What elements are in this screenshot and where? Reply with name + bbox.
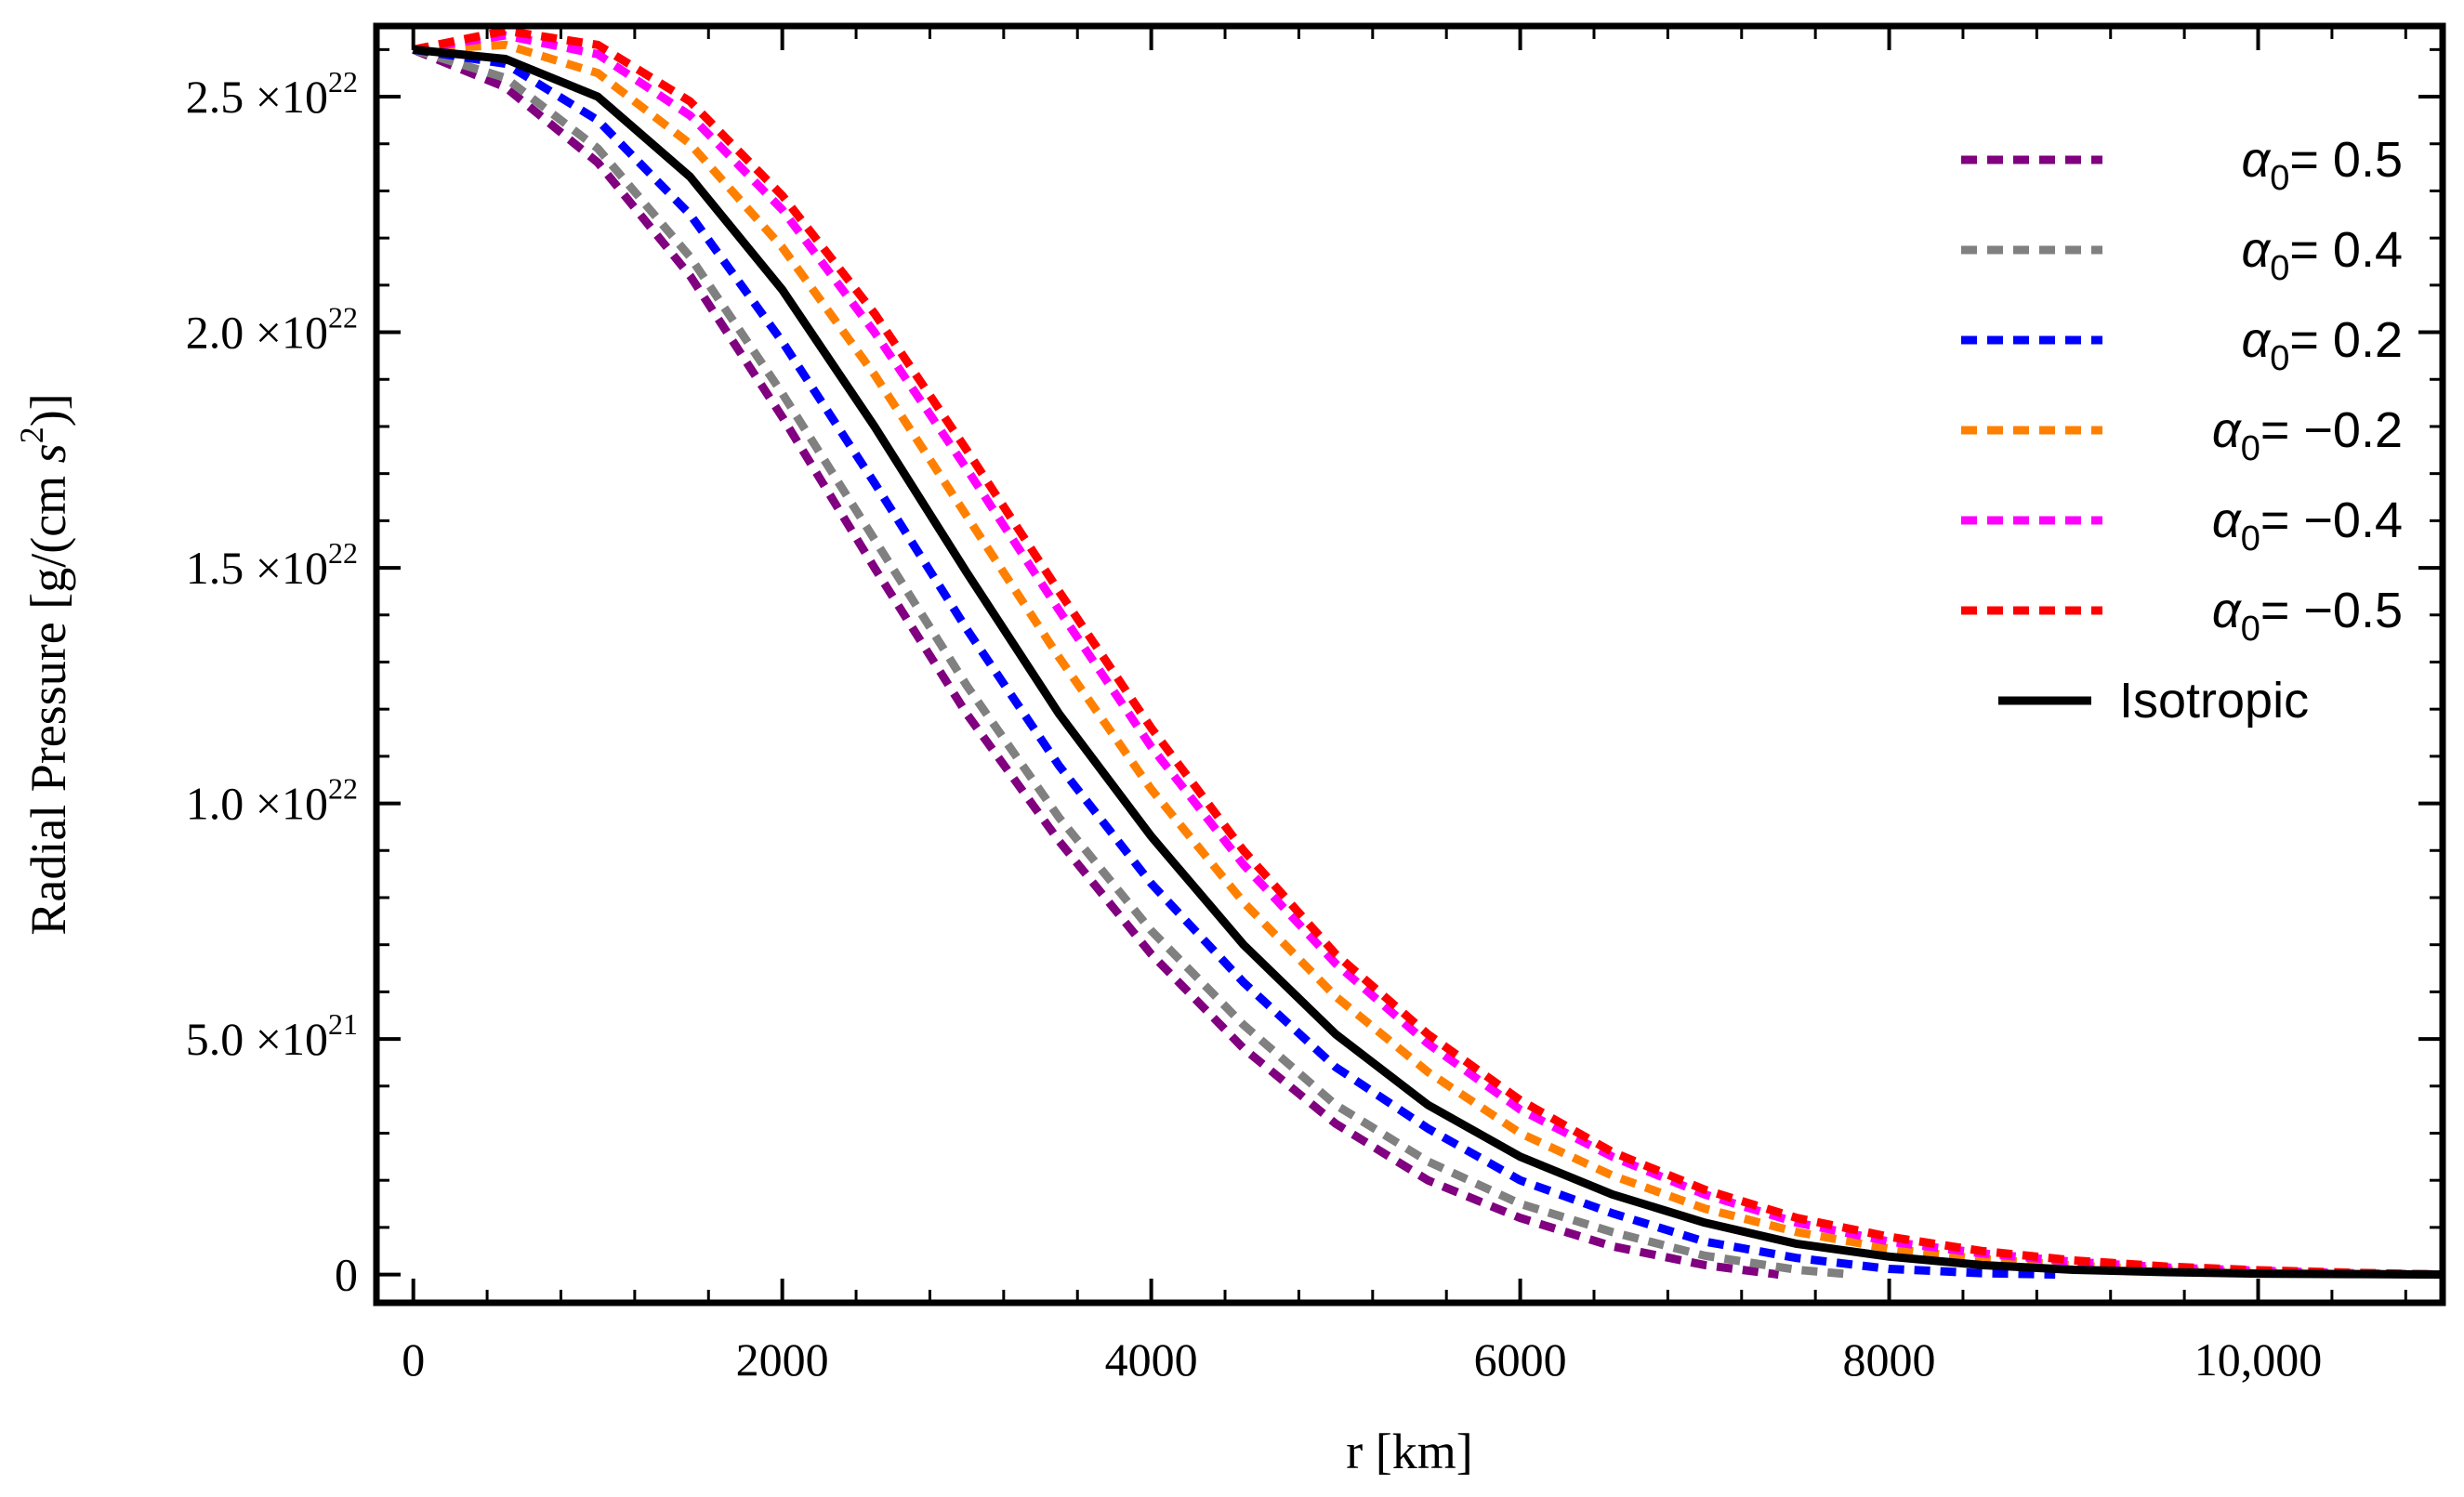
y-axis-title: Radial Pressure [g/(cm s2)] bbox=[13, 393, 76, 935]
y-tick-label: 1.0 ×1022 bbox=[186, 772, 358, 830]
x-tick-label: 6000 bbox=[1474, 1333, 1567, 1385]
x-axis-title: r [km] bbox=[1346, 1424, 1472, 1479]
legend-label: α0= 0.5 bbox=[2241, 132, 2403, 198]
legend-label: α0= 0.2 bbox=[2241, 312, 2403, 378]
x-tick-label: 10,000 bbox=[2194, 1333, 2323, 1385]
legend-label: α0= −0.2 bbox=[2212, 402, 2403, 468]
series-line-7 bbox=[413, 45, 2444, 1280]
series-line-3 bbox=[413, 45, 2056, 1280]
legend-label: α0= −0.5 bbox=[2212, 583, 2403, 649]
y-tick-label: 1.5 ×1022 bbox=[186, 536, 358, 594]
series-line-4 bbox=[413, 40, 2444, 1280]
legend-label: α0= −0.4 bbox=[2212, 492, 2403, 558]
x-tick-label: 2000 bbox=[736, 1333, 829, 1385]
series-line-6 bbox=[412, 26, 2444, 1280]
series-line-1 bbox=[411, 46, 1780, 1280]
y-tick-label: 2.5 ×1022 bbox=[186, 65, 358, 123]
plot-frame bbox=[373, 22, 2446, 1307]
series-line-2 bbox=[412, 46, 1853, 1280]
series-layer bbox=[411, 26, 2444, 1280]
x-tick-label: 8000 bbox=[1843, 1333, 1936, 1385]
y-tick-label: 0 bbox=[335, 1249, 358, 1301]
tick-labels: 0 2000 4000 6000 8000 10,000 0 5.0 ×1021 1.0 ×10… bbox=[186, 65, 2322, 1385]
x-tick-label: 0 bbox=[402, 1333, 425, 1385]
x-tick-label: 4000 bbox=[1105, 1333, 1198, 1385]
legend: α0= 0.5 α0= 0.4 α0= 0.2 α0= −0.2 α0= −0.4 α0=… bbox=[1961, 132, 2403, 729]
y-tick-label: 2.0 ×1022 bbox=[186, 301, 358, 359]
legend-label: α0= 0.4 bbox=[2241, 222, 2403, 288]
legend-label: Isotropic bbox=[2119, 673, 2309, 729]
y-tick-label: 5.0 ×1021 bbox=[186, 1007, 358, 1065]
